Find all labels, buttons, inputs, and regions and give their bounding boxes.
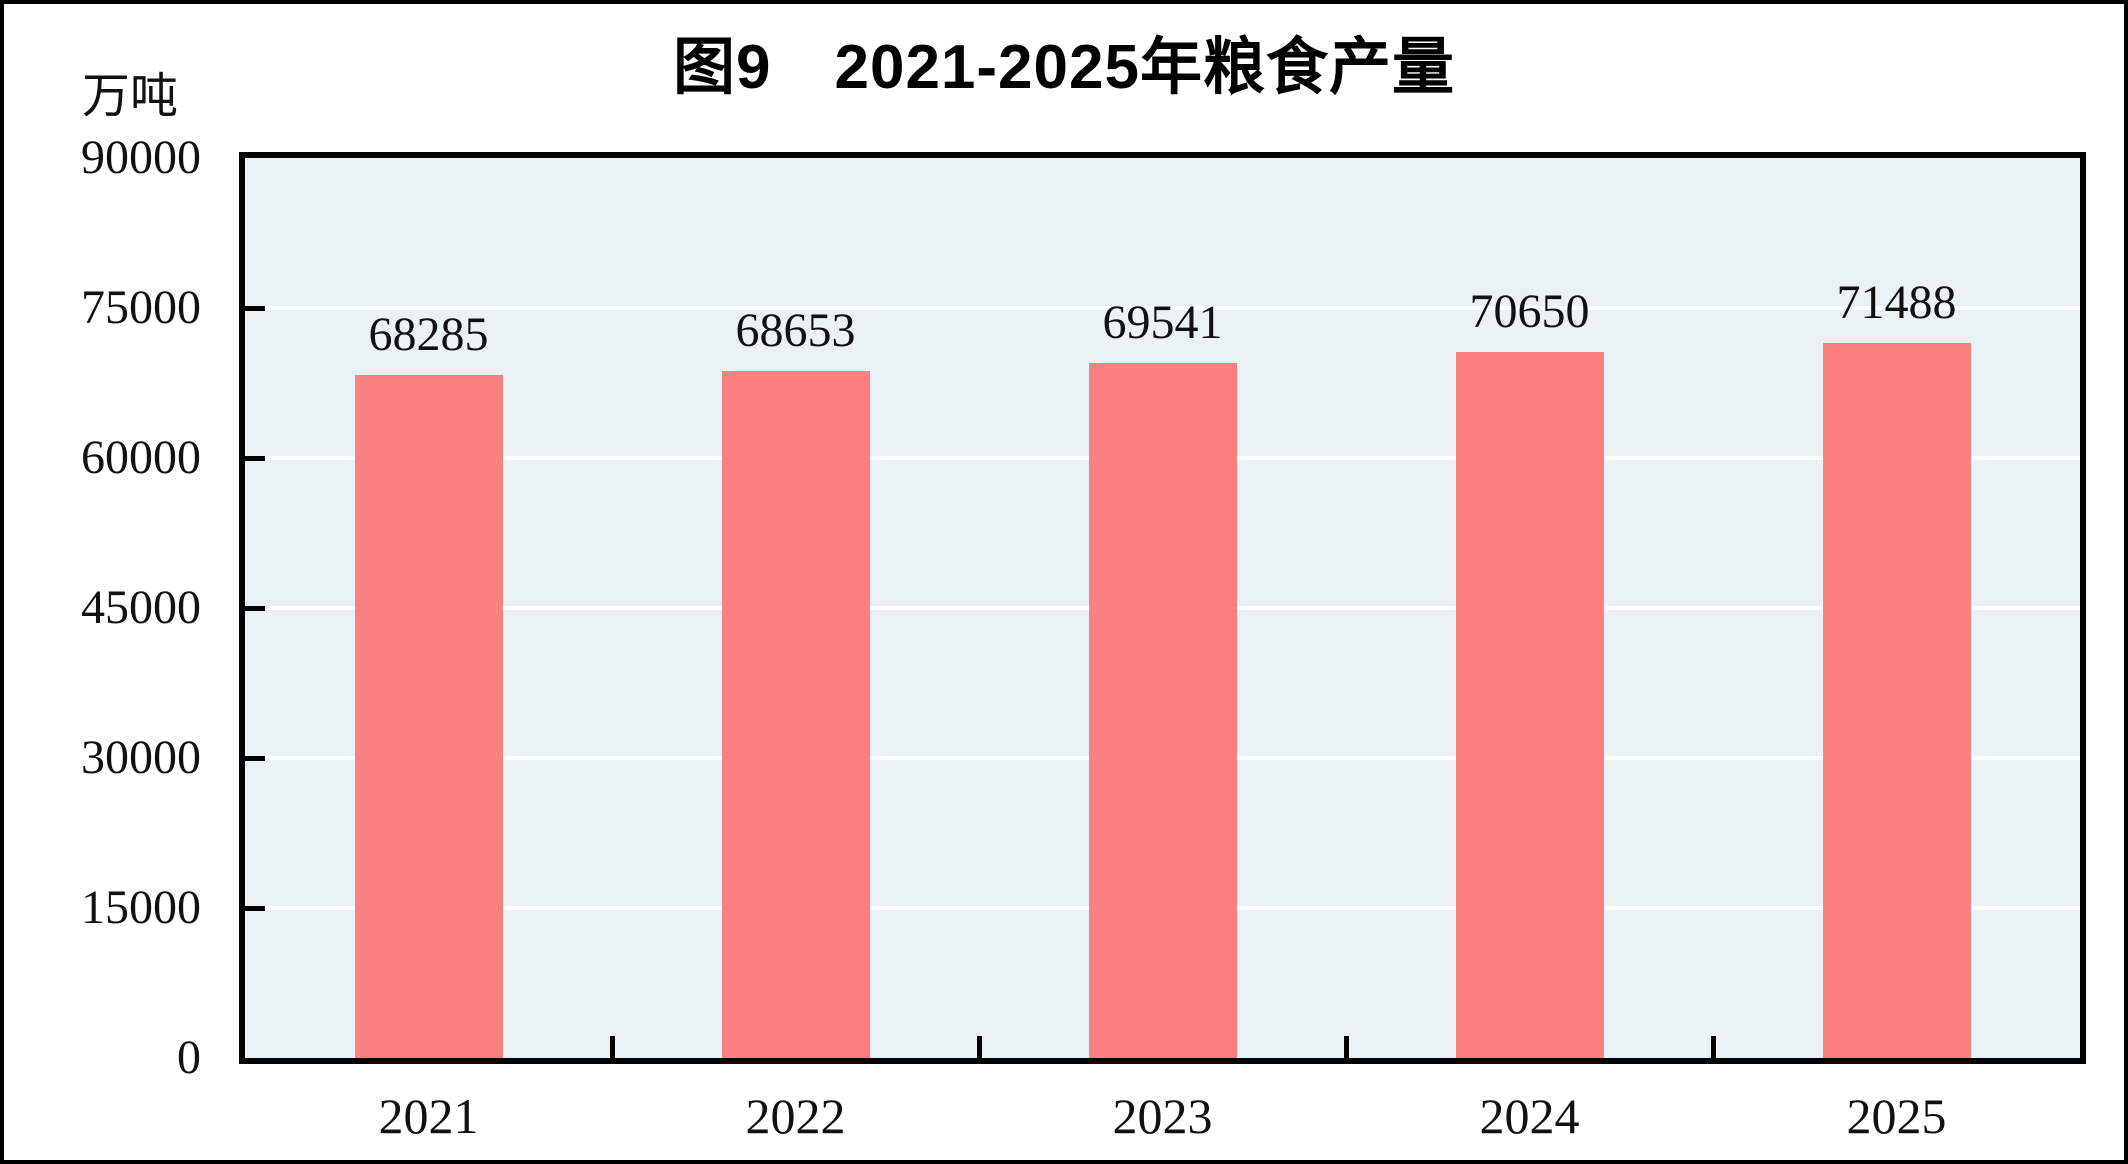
bar-value-label-2025: 71488 (1836, 276, 1957, 330)
y-tick-label-45000: 45000 (81, 581, 201, 634)
bar-value-label-2024: 70650 (1469, 284, 1590, 338)
bar-value-label-2022: 68653 (735, 304, 856, 358)
bar-2025 (1822, 343, 1971, 1058)
x-tick-mark-3 (1343, 1036, 1349, 1058)
x-tick-label-2025: 2025 (1846, 1088, 1947, 1144)
y-tick-label-75000: 75000 (81, 281, 201, 334)
chart-title: 图9 2021-2025年粮食产量 (673, 33, 1455, 102)
x-tick-label-2022: 2022 (745, 1088, 846, 1144)
y-tick-mark-15000 (245, 905, 265, 911)
y-tick-label-0: 0 (177, 1031, 201, 1084)
plot-inner: 68285 68653 69541 70650 71488 (245, 158, 2080, 1058)
y-tick-label-30000: 30000 (81, 731, 201, 784)
y-axis-unit-label: 万吨 (82, 70, 179, 123)
y-tick-mark-45000 (245, 605, 265, 611)
x-tick-label-2024: 2024 (1479, 1088, 1580, 1144)
y-tick-mark-30000 (245, 755, 265, 761)
y-tick-label-60000: 60000 (81, 431, 201, 484)
bar-2021 (354, 375, 503, 1058)
y-tick-label-15000: 15000 (81, 881, 201, 934)
bar-2023 (1088, 362, 1237, 1058)
bar-value-label-2021: 68285 (368, 308, 489, 362)
gridline-75000 (245, 306, 2080, 310)
bar-value-label-2023: 69541 (1102, 295, 1223, 349)
x-tick-mark-2 (976, 1036, 982, 1058)
y-tick-label-90000: 90000 (81, 131, 201, 184)
plot-area: 68285 68653 69541 70650 71488 (239, 152, 2086, 1064)
x-tick-label-2021: 2021 (378, 1088, 479, 1144)
bar-2024 (1455, 351, 1604, 1058)
y-tick-mark-75000 (245, 305, 265, 311)
bar-2022 (721, 371, 870, 1058)
y-tick-mark-60000 (245, 455, 265, 461)
x-tick-mark-4 (1710, 1036, 1716, 1058)
x-tick-label-2023: 2023 (1112, 1088, 1213, 1144)
x-tick-mark-1 (609, 1036, 615, 1058)
